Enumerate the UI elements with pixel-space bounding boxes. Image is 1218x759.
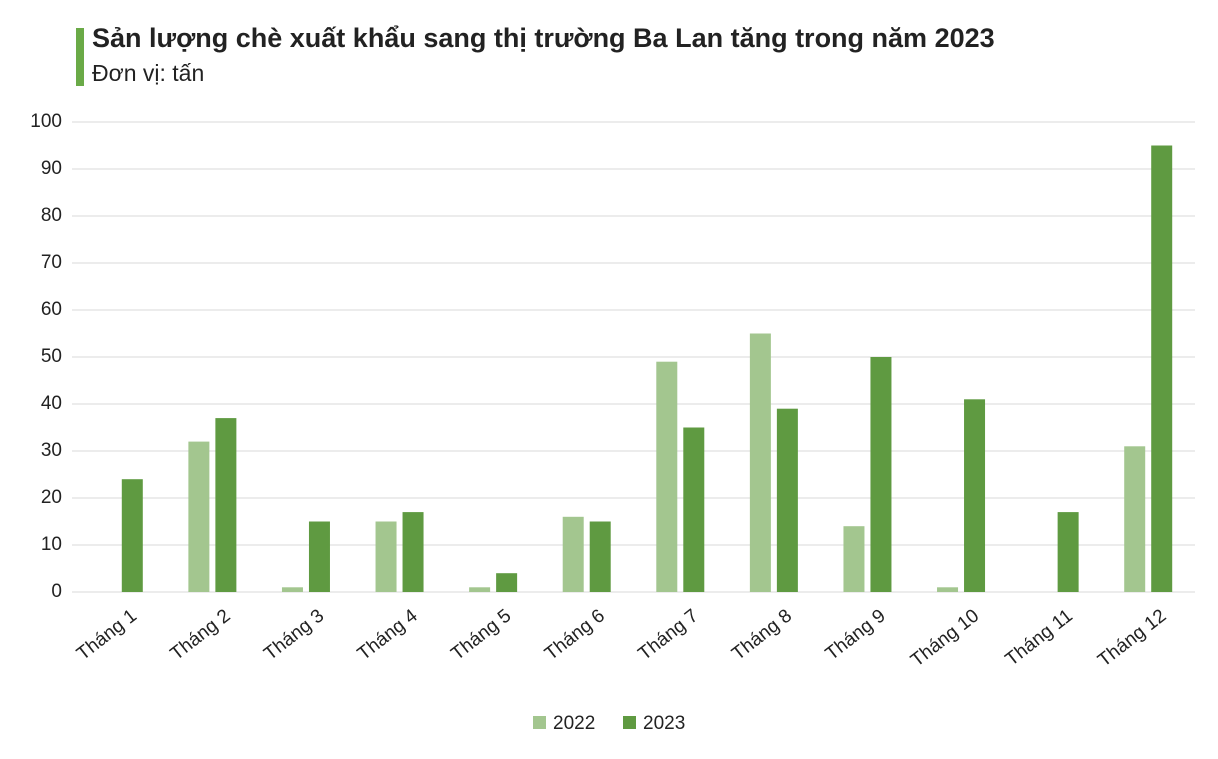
chart-subtitle: Đơn vị: tấn — [92, 60, 204, 86]
bar — [683, 427, 705, 592]
legend-label: 2022 — [553, 713, 595, 734]
bar — [375, 521, 397, 592]
x-tick-label: Tháng 10 — [907, 605, 983, 671]
bar — [215, 418, 237, 592]
y-tick-label: 100 — [30, 111, 62, 132]
bar — [843, 526, 865, 592]
y-tick-label: 40 — [41, 393, 62, 414]
y-tick-label: 20 — [41, 487, 62, 508]
bar — [1124, 446, 1146, 592]
bar — [402, 512, 424, 592]
x-tick-label: Tháng 11 — [1002, 605, 1077, 670]
x-tick-label: Tháng 7 — [635, 605, 703, 664]
x-tick-label: Tháng 3 — [260, 605, 328, 664]
x-tick-label: Tháng 1 — [73, 605, 141, 664]
y-tick-label: 10 — [41, 534, 62, 555]
bar — [964, 399, 986, 592]
legend-swatch — [623, 716, 636, 729]
bar — [589, 521, 611, 592]
x-tick-label: Tháng 4 — [354, 605, 422, 665]
y-tick-label: 60 — [41, 299, 62, 320]
bar — [1057, 512, 1079, 592]
bar — [188, 441, 210, 592]
bar — [1151, 145, 1173, 592]
bar — [469, 587, 491, 592]
chart-title: Sản lượng chè xuất khẩu sang thị trường … — [92, 23, 995, 53]
bar — [496, 573, 518, 592]
bar — [281, 587, 303, 592]
y-tick-label: 80 — [41, 205, 62, 226]
bar — [308, 521, 330, 592]
legend-swatch — [533, 716, 546, 729]
x-tick-label: Tháng 8 — [728, 605, 796, 664]
y-tick-label: 90 — [41, 158, 62, 179]
y-tick-label: 30 — [41, 440, 62, 461]
x-tick-label: Tháng 12 — [1094, 605, 1170, 671]
x-tick-label: Tháng 5 — [447, 605, 515, 664]
x-tick-label: Tháng 2 — [167, 605, 235, 664]
bar — [562, 516, 584, 592]
bar — [121, 479, 143, 592]
y-tick-label: 50 — [41, 346, 62, 367]
x-tick-label: Tháng 9 — [822, 605, 890, 664]
bar — [937, 587, 959, 592]
bar — [656, 361, 678, 592]
y-tick-label: 0 — [51, 581, 62, 602]
bar — [776, 408, 798, 592]
x-tick-label: Tháng 6 — [541, 605, 609, 664]
y-tick-label: 70 — [41, 252, 62, 273]
title-accent — [76, 28, 84, 86]
legend-label: 2023 — [643, 713, 685, 734]
bar — [870, 357, 892, 592]
bar — [749, 333, 771, 592]
